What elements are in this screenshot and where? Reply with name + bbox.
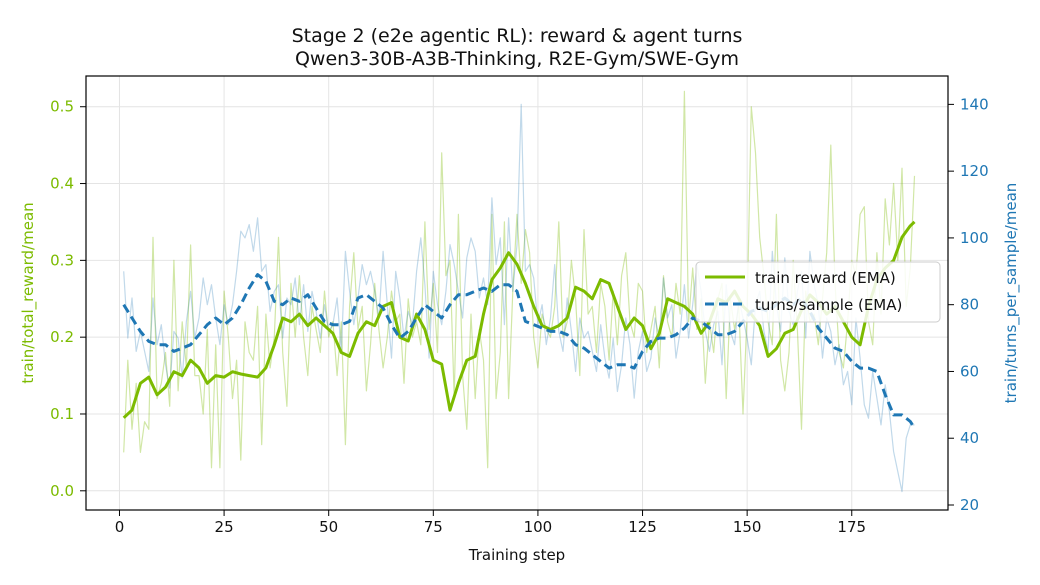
y-right-tick-label: 80: [960, 296, 979, 314]
y-right-tick-label: 140: [960, 95, 989, 113]
grid: [86, 76, 948, 510]
y-left-tick-label: 0.1: [50, 405, 74, 423]
y-axis-left: 0.0 0.1 0.2 0.3 0.4 0.5: [50, 98, 86, 500]
y-left-tick-label: 0.3: [50, 251, 74, 269]
y-left-tick-label: 0.4: [50, 175, 74, 193]
y-axis-right: 20 40 60 80 100 120 140: [948, 95, 989, 514]
raw-reward-line: [123, 90, 916, 469]
x-axis: 0 25 50 75 100 125 150 175: [115, 510, 866, 536]
y-axis-left-label: train/total_reward/mean: [19, 202, 38, 383]
y-right-tick-label: 40: [960, 429, 979, 447]
x-tick-label: 50: [319, 518, 338, 536]
plot-frame: [85, 75, 949, 511]
y-left-tick-label: 0.5: [50, 98, 74, 116]
y-left-tick-label: 0.2: [50, 328, 74, 346]
x-tick-label: 175: [837, 518, 866, 536]
legend-label-reward: train reward (EMA): [755, 269, 896, 287]
y-right-tick-label: 120: [960, 162, 989, 180]
x-tick-label: 150: [733, 518, 762, 536]
y-axis-right-label: train/turns_per_sample/mean: [1002, 183, 1021, 404]
y-right-tick-label: 60: [960, 362, 979, 380]
chart-title: Stage 2 (e2e agentic RL): reward & agent…: [292, 25, 743, 47]
y-left-tick-label: 0.0: [50, 482, 74, 500]
x-tick-label: 75: [424, 518, 443, 536]
x-tick-label: 100: [524, 518, 553, 536]
x-axis-label: Training step: [468, 546, 565, 564]
x-tick-label: 0: [115, 518, 125, 536]
legend: train reward (EMA) turns/sample (EMA): [695, 261, 941, 323]
x-tick-label: 25: [215, 518, 234, 536]
reward-ema-line: [122, 220, 916, 419]
legend-label-turns: turns/sample (EMA): [755, 296, 902, 314]
chart-subtitle: Qwen3-30B-A3B-Thinking, R2E-Gym/SWE-Gym: [295, 48, 739, 70]
legend-box: [695, 261, 941, 323]
y-right-tick-label: 100: [960, 229, 989, 247]
y-right-tick-label: 20: [960, 496, 979, 514]
x-tick-label: 125: [628, 518, 657, 536]
